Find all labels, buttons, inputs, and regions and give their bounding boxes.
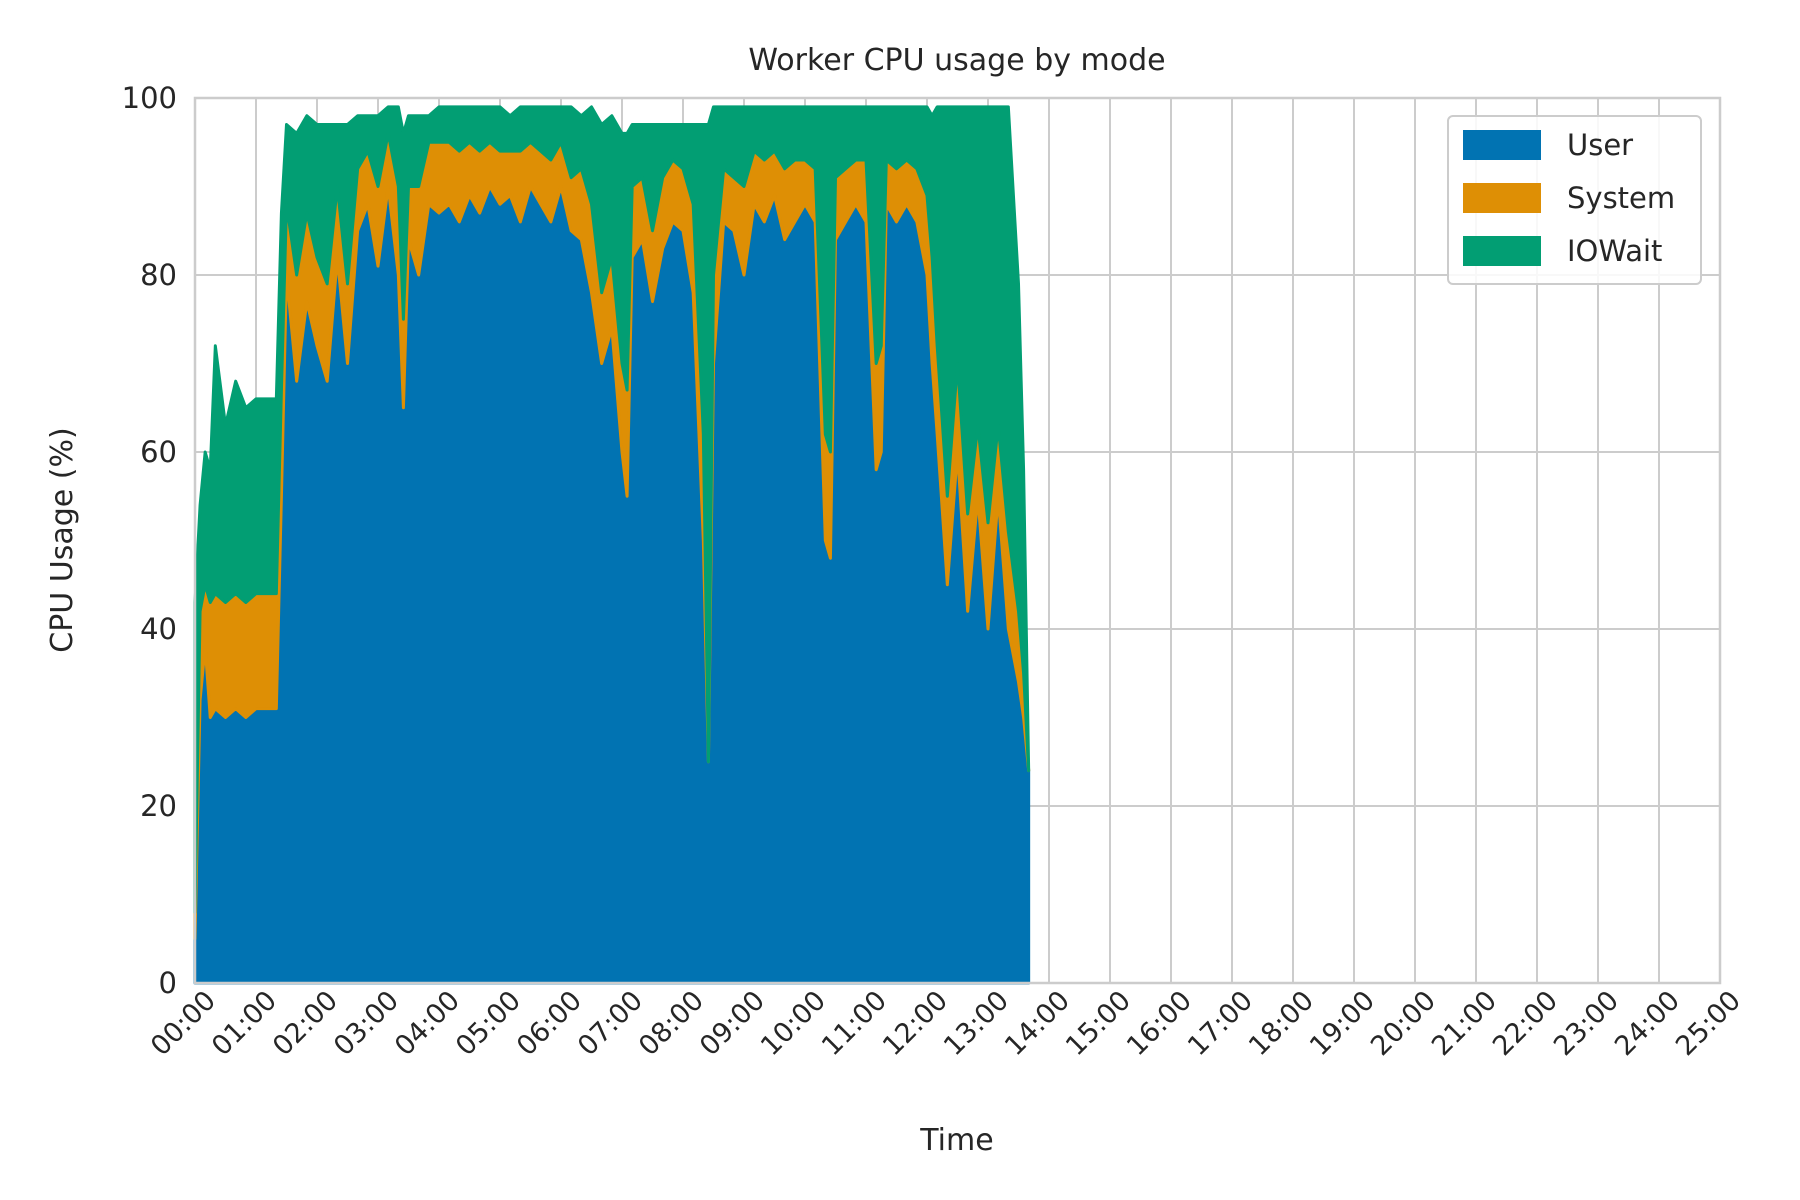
- x-tick-label: 15:00: [1060, 985, 1137, 1062]
- legend-label-iowait: IOWait: [1567, 234, 1662, 268]
- x-tick-label: 17:00: [1182, 985, 1259, 1062]
- x-tick-label: 18:00: [1243, 985, 1320, 1062]
- x-tick-label: 24:00: [1609, 985, 1686, 1062]
- x-tick-label: 22:00: [1487, 985, 1564, 1062]
- x-tick-label: 12:00: [877, 985, 954, 1062]
- x-tick-label: 20:00: [1365, 985, 1442, 1062]
- x-tick-label: 05:00: [450, 985, 527, 1062]
- y-tick-label: 60: [140, 435, 177, 469]
- y-tick-label: 100: [122, 81, 177, 115]
- legend-swatch-system: [1463, 183, 1541, 213]
- x-tick-label: 06:00: [511, 985, 588, 1062]
- legend-swatch-iowait: [1463, 236, 1541, 266]
- y-tick-label: 80: [140, 258, 177, 292]
- legend-swatch-user: [1463, 130, 1541, 160]
- legend-label-system: System: [1567, 181, 1675, 215]
- legend: User System IOWait: [1447, 115, 1702, 285]
- y-tick-label: 40: [140, 612, 177, 646]
- legend-label-user: User: [1567, 128, 1633, 162]
- x-tick-label: 04:00: [389, 985, 466, 1062]
- x-tick-label: 03:00: [328, 985, 405, 1062]
- stacked-areas: [193, 105, 1031, 985]
- area-iowait: [193, 105, 1031, 914]
- y-tick-label: 0: [159, 966, 177, 1000]
- x-tick-label: 09:00: [694, 985, 771, 1062]
- x-tick-label: 02:00: [267, 985, 344, 1062]
- x-axis-label: Time: [919, 1123, 993, 1158]
- x-tick-label: 07:00: [572, 985, 649, 1062]
- x-tick-label: 10:00: [755, 985, 832, 1062]
- x-tick-label: 01:00: [206, 985, 283, 1062]
- y-axis-ticks: 0 20 40 60 80 100: [122, 81, 177, 1000]
- plot-frame: [193, 96, 1722, 985]
- chart-title: Worker CPU usage by mode: [748, 43, 1165, 78]
- y-axis-label: CPU Usage (%): [45, 427, 80, 652]
- x-tick-label: 11:00: [816, 985, 893, 1062]
- x-tick-label: 19:00: [1304, 985, 1381, 1062]
- x-tick-label: 25:00: [1670, 985, 1747, 1062]
- y-tick-label: 20: [140, 789, 177, 823]
- x-tick-label: 23:00: [1548, 985, 1625, 1062]
- x-tick-label: 13:00: [938, 985, 1015, 1062]
- x-tick-label: 16:00: [1121, 985, 1198, 1062]
- x-tick-label: 21:00: [1426, 985, 1503, 1062]
- x-tick-label: 00:00: [145, 985, 222, 1062]
- x-axis-ticks: 00:0001:0002:0003:0004:0005:0006:0007:00…: [145, 985, 1747, 1062]
- x-tick-label: 14:00: [999, 985, 1076, 1062]
- x-tick-label: 08:00: [633, 985, 710, 1062]
